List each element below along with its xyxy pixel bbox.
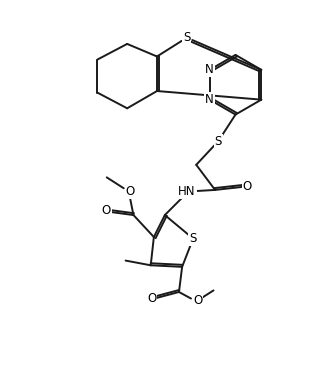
Text: O: O xyxy=(147,292,156,305)
Text: O: O xyxy=(242,180,252,193)
Text: O: O xyxy=(101,204,111,217)
Text: HN: HN xyxy=(178,185,196,198)
Text: O: O xyxy=(193,294,203,307)
Text: N: N xyxy=(205,93,214,106)
Text: N: N xyxy=(205,63,214,76)
Text: S: S xyxy=(189,232,197,245)
Text: O: O xyxy=(126,185,135,198)
Text: S: S xyxy=(214,135,222,148)
Text: S: S xyxy=(183,31,191,44)
